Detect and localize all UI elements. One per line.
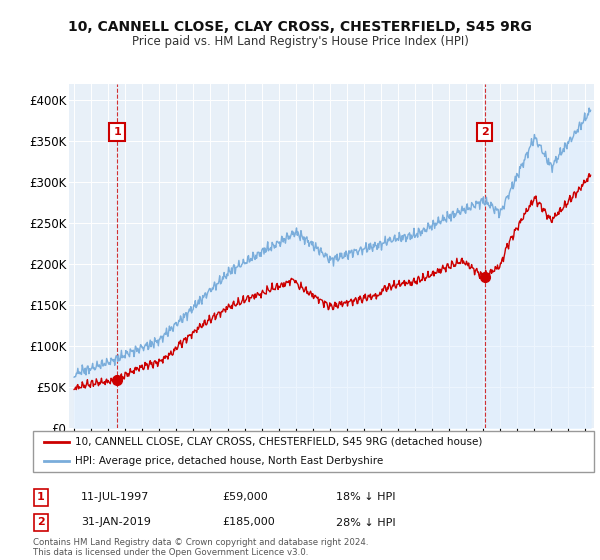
Text: Price paid vs. HM Land Registry's House Price Index (HPI): Price paid vs. HM Land Registry's House …	[131, 35, 469, 48]
Text: 1: 1	[113, 127, 121, 137]
Text: £59,000: £59,000	[222, 492, 268, 502]
Text: 28% ↓ HPI: 28% ↓ HPI	[336, 517, 395, 528]
Text: £185,000: £185,000	[222, 517, 275, 528]
Text: 10, CANNELL CLOSE, CLAY CROSS, CHESTERFIELD, S45 9RG: 10, CANNELL CLOSE, CLAY CROSS, CHESTERFI…	[68, 20, 532, 34]
Text: 11-JUL-1997: 11-JUL-1997	[81, 492, 149, 502]
Text: 2: 2	[37, 517, 44, 528]
Text: Contains HM Land Registry data © Crown copyright and database right 2024.
This d: Contains HM Land Registry data © Crown c…	[33, 538, 368, 557]
Text: 2: 2	[481, 127, 488, 137]
Text: HPI: Average price, detached house, North East Derbyshire: HPI: Average price, detached house, Nort…	[75, 456, 383, 466]
Text: 1: 1	[37, 492, 44, 502]
Text: 18% ↓ HPI: 18% ↓ HPI	[336, 492, 395, 502]
Text: 31-JAN-2019: 31-JAN-2019	[81, 517, 151, 528]
Text: 10, CANNELL CLOSE, CLAY CROSS, CHESTERFIELD, S45 9RG (detached house): 10, CANNELL CLOSE, CLAY CROSS, CHESTERFI…	[75, 437, 482, 447]
